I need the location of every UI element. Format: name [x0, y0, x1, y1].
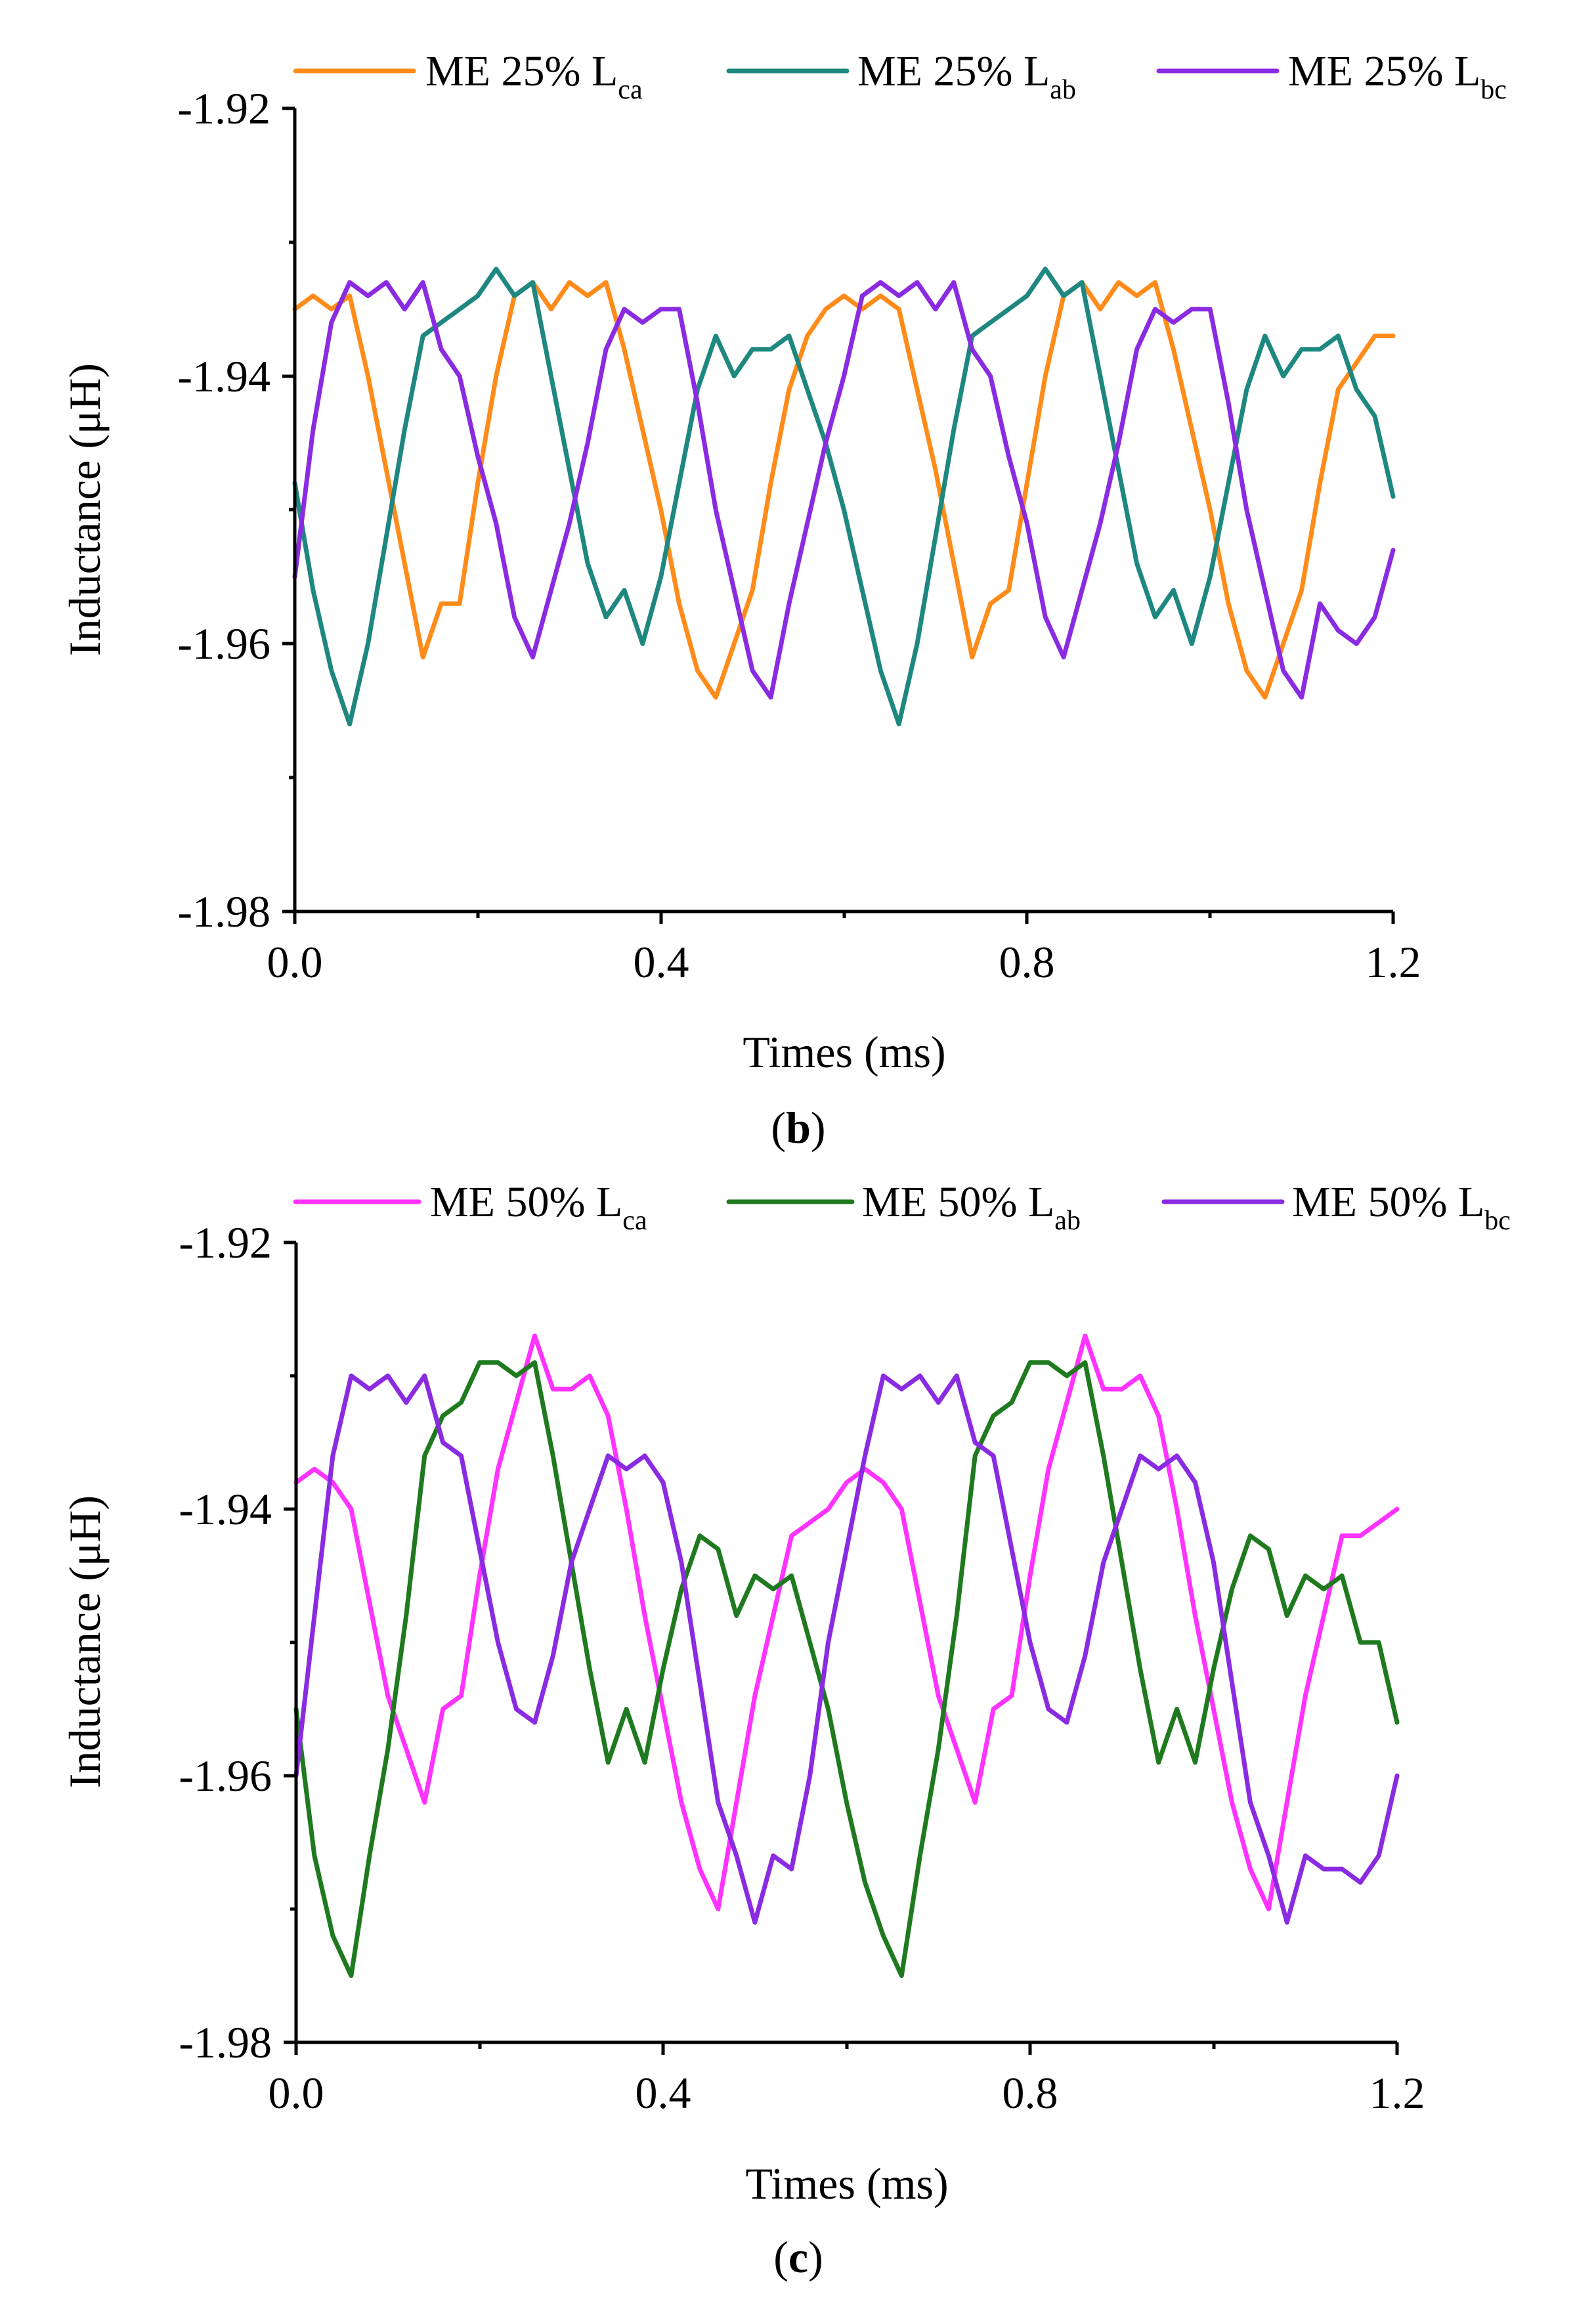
series-c-lca-line — [293, 1333, 1400, 1912]
y-ticks-c — [284, 1241, 296, 2044]
legend-b-label-2-main: ME 25% L — [1288, 47, 1480, 95]
y-axis-title-c: Inductance (μH) — [60, 1495, 110, 1788]
series-c-lab-line — [293, 1360, 1400, 1978]
y-tick-label-b-0: -1.92 — [177, 83, 270, 133]
caption-b: (b) — [771, 1103, 825, 1153]
legend-c-label-2-main: ME 50% L — [1292, 1178, 1484, 1226]
y-tick-label-b-3: -1.98 — [177, 887, 270, 936]
y-tick-label-c-0: -1.92 — [179, 1218, 272, 1267]
legend-b: ME 25% Lca ME 25% Lab ME 25% Lbc — [293, 47, 1507, 105]
legend-c-label-0-sub: ca — [622, 1206, 647, 1236]
y-axis-title-b: Inductance (μH) — [60, 363, 110, 656]
legend-b-label-1-sub: ab — [1050, 75, 1076, 105]
legend-c-label-0-main: ME 50% L — [430, 1178, 622, 1226]
legend-b-label-2-sub: bc — [1480, 75, 1507, 105]
series-b-lab-line — [292, 267, 1396, 727]
legend-c-label-0: ME 50% Lca — [430, 1178, 647, 1236]
legend-c-label-1: ME 50% Lab — [862, 1178, 1081, 1236]
x-tick-label-c-0: 0.0 — [269, 2068, 324, 2118]
legend-b-label-0-main: ME 25% L — [425, 47, 618, 95]
series-group-b — [292, 267, 1396, 727]
legend-b-label-2: ME 25% Lbc — [1288, 47, 1507, 105]
legend-b-label-0: ME 25% Lca — [425, 47, 643, 105]
x-tick-label-c-3: 1.2 — [1370, 2068, 1425, 2118]
y-tick-label-b-1: -1.94 — [177, 351, 270, 401]
y-tick-label-b-2: -1.96 — [177, 619, 270, 669]
x-ticks-c — [294, 2042, 1399, 2055]
x-tick-label-b-1: 0.4 — [634, 937, 689, 987]
y-tick-label-c-1: -1.94 — [179, 1484, 272, 1534]
caption-c-letter: c — [788, 2232, 808, 2282]
legend-c-label-1-sub: ab — [1054, 1206, 1081, 1236]
legend-c-label-2-sub: bc — [1484, 1206, 1511, 1236]
series-c-lbc-line — [293, 1373, 1400, 1925]
legend-b-label-1-main: ME 25% L — [857, 47, 1050, 95]
series-b-lbc-line — [292, 280, 1396, 700]
x-tick-label-b-0: 0.0 — [267, 937, 323, 987]
x-tick-label-c-2: 0.8 — [1003, 2068, 1058, 2118]
x-tick-label-b-2: 0.8 — [999, 937, 1055, 987]
legend-b-label-1: ME 25% Lab — [857, 47, 1076, 105]
legend-b-label-0-sub: ca — [618, 75, 643, 105]
y-tick-label-c-2: -1.96 — [179, 1751, 272, 1801]
y-tick-label-c-3: -1.98 — [179, 2017, 272, 2067]
caption-c: (c) — [773, 2232, 823, 2282]
y-ticks-b — [282, 106, 295, 913]
x-ticks-b — [293, 912, 1395, 924]
legend-c-label-2: ME 50% Lbc — [1292, 1178, 1511, 1236]
legend-c-label-1-main: ME 50% L — [862, 1178, 1054, 1226]
legend-c: ME 50% Lca ME 50% Lab ME 50% Lbc — [293, 1178, 1511, 1236]
caption-b-letter: b — [786, 1103, 811, 1153]
panel-b: ME 25% Lca ME 25% Lab ME 25% Lbc — [60, 47, 1507, 1153]
x-tick-label-c-1: 0.4 — [636, 2068, 691, 2118]
x-axis-title-c: Times (ms) — [745, 2159, 948, 2208]
x-axis-title-b: Times (ms) — [743, 1027, 945, 1077]
x-tick-label-b-3: 1.2 — [1366, 937, 1421, 987]
series-b-lca-line — [292, 280, 1396, 700]
panel-c: ME 50% Lca ME 50% Lab ME 50% Lbc — [60, 1178, 1511, 2282]
series-group-c — [293, 1333, 1400, 1978]
